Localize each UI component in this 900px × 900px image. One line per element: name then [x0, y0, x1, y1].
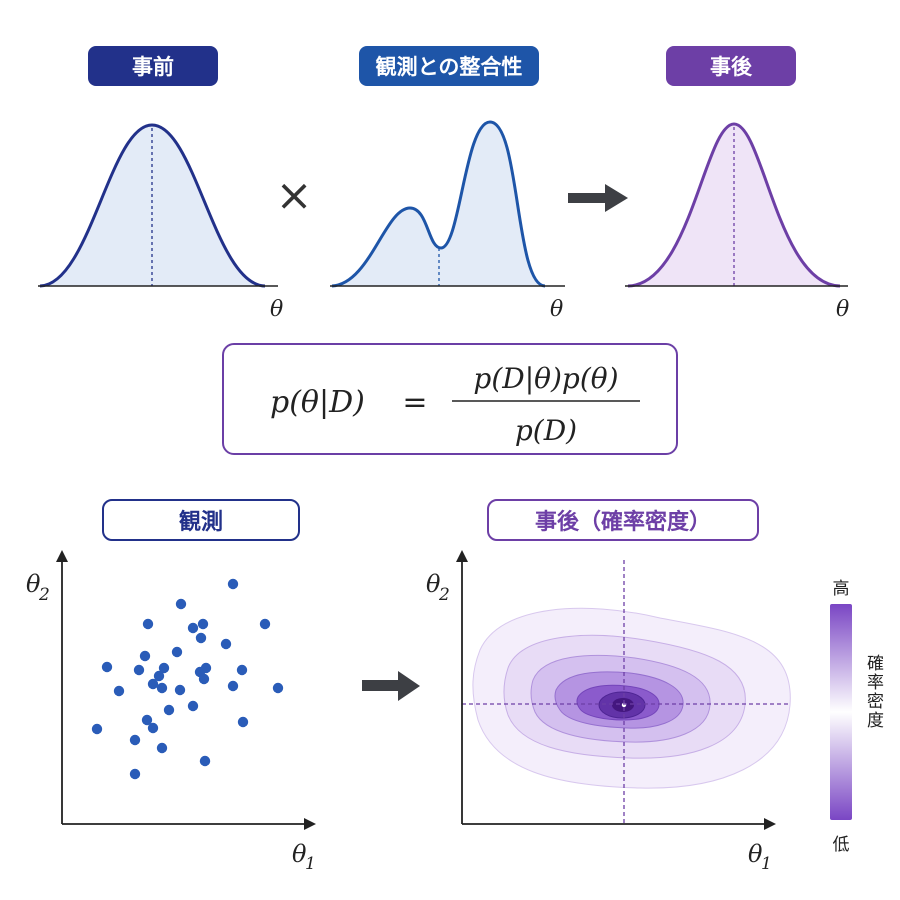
contour-x-axis-label: θ [748, 840, 763, 868]
posterior-curve-panel [625, 122, 848, 288]
arrow-to-posterior-bottom [362, 671, 420, 701]
scatter-point [158, 662, 170, 674]
scatter-point [220, 638, 232, 650]
scatter-point [139, 650, 151, 662]
scatter-points [91, 578, 284, 780]
scatter-point [129, 734, 141, 746]
scatter-point [156, 742, 168, 754]
scatter-point [156, 682, 168, 694]
scatter-point [227, 578, 239, 590]
scatter-point [133, 664, 145, 676]
colorbar-low-label: 低 [833, 835, 850, 855]
scatter-point [91, 723, 103, 735]
observation-label: 観測 [102, 499, 300, 541]
scatter-point [227, 680, 239, 692]
posterior-label: 事後 [666, 46, 796, 86]
contour-y-axis-subscript: 2 [438, 585, 450, 605]
scatter-point [171, 646, 183, 658]
likelihood-label: 観測との整合性 [359, 46, 539, 86]
posterior-curve [627, 122, 841, 288]
scatter-point [187, 622, 199, 634]
scatter-x-axis-label: θ [292, 840, 307, 868]
contour-y-axis-label: θ [426, 570, 441, 598]
posterior-density-label: 事後（確率密度） [487, 499, 759, 541]
scatter-point [153, 670, 165, 682]
colorbar [830, 604, 852, 820]
scatter-point [141, 714, 153, 726]
scatter-y-axis-subscript: 2 [38, 585, 50, 605]
scatter-point [147, 722, 159, 734]
scatter-point [113, 685, 125, 697]
scatter-x-axis-subscript: 1 [305, 854, 316, 874]
scatter-point [198, 673, 210, 685]
likelihood-axis-label: θ [550, 297, 563, 322]
posterior-axis-label: θ [836, 297, 849, 322]
scatter-point [259, 618, 271, 630]
colorbar-high-label: 高 [833, 579, 850, 599]
scatter-point [163, 704, 175, 716]
scatter-point [237, 716, 249, 728]
prior-curve-panel [38, 123, 278, 288]
likelihood-curve-panel [330, 120, 565, 288]
scatter-point [129, 768, 141, 780]
contour-plot [462, 560, 791, 824]
scatter-point [142, 618, 154, 630]
scatter-point [195, 632, 207, 644]
scatter-y-axis-label: θ [26, 570, 41, 598]
scatter-point [101, 661, 113, 673]
multiply-symbol: × [276, 170, 313, 221]
contour-x-axis-subscript: 1 [761, 854, 772, 874]
prior-label: 事前 [88, 46, 218, 86]
scatter-point [199, 755, 211, 767]
arrow-to-posterior-top [568, 184, 628, 212]
prior-curve [39, 123, 266, 288]
scatter-point [147, 678, 159, 690]
formula-box [222, 343, 678, 455]
scatter-point [197, 618, 209, 630]
colorbar-title: 確率密度 [863, 654, 884, 730]
scatter-axes [56, 550, 316, 830]
contour-axes [456, 550, 776, 830]
prior-axis-label: θ [270, 297, 283, 322]
scatter-point [187, 700, 199, 712]
prior-curve-fill [40, 125, 265, 286]
scatter-point [174, 684, 186, 696]
scatter-point [236, 664, 248, 676]
scatter-point [175, 598, 187, 610]
likelihood-curve-fill [332, 122, 545, 286]
scatter-point [272, 682, 284, 694]
likelihood-curve [331, 120, 546, 288]
